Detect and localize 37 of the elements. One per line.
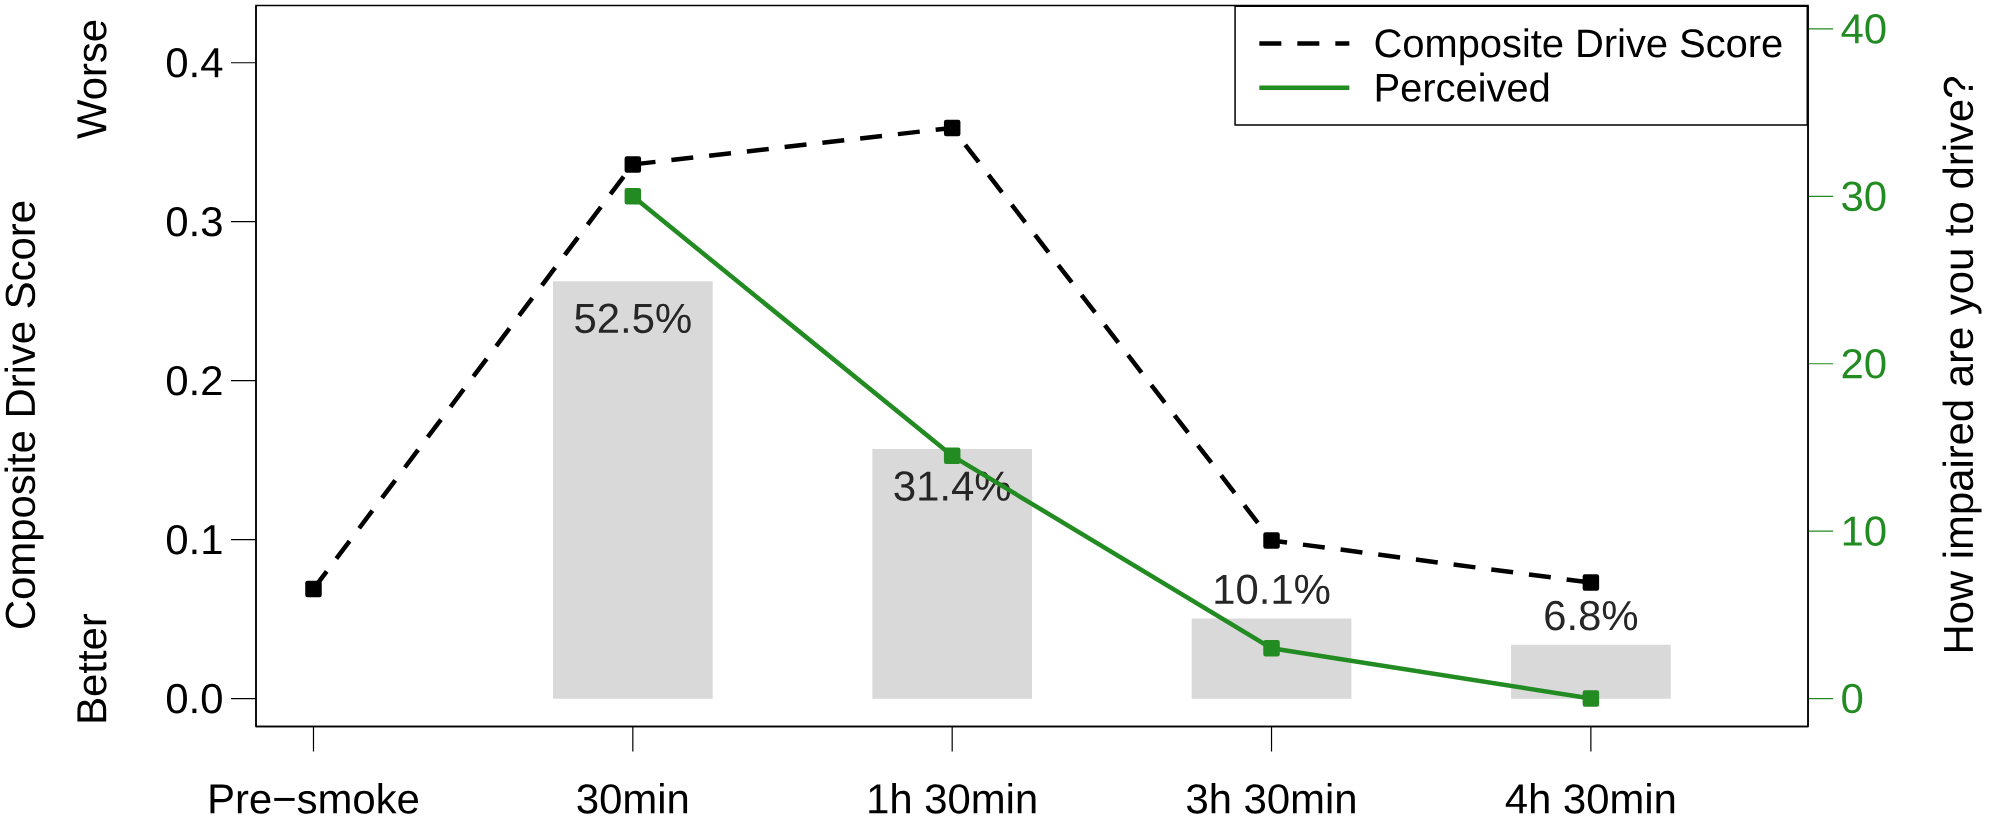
point: [1582, 574, 1600, 591]
bar: [1191, 618, 1352, 699]
point: [943, 119, 961, 137]
legend-label: Composite Drive Score: [1375, 28, 1782, 66]
point: [943, 447, 961, 465]
point: [305, 580, 322, 598]
bar: [1511, 644, 1671, 699]
bar: [872, 449, 1033, 699]
text: Better: [77, 613, 107, 722]
x-tick-label: 30min: [577, 783, 688, 814]
text: Worse: [77, 20, 107, 139]
y2-tick-label: 10: [1843, 516, 1886, 546]
x-tick-label: 1h 30min: [869, 783, 1036, 814]
y-tick-label: 0.0: [166, 683, 222, 714]
y2-tick-label: 0: [1842, 683, 1863, 714]
y-tick-label: 0.2: [166, 365, 222, 396]
legend-label: Perceived: [1376, 72, 1549, 102]
x-tick-label: Pre−smoke: [210, 783, 418, 814]
x-tick-label: 4h 30min: [1505, 783, 1675, 814]
y-tick-label: 0.4: [166, 47, 223, 78]
y2-tick-label: 20: [1842, 348, 1886, 379]
y-tick-label: 0.3: [166, 206, 222, 237]
point: [624, 188, 642, 205]
point: [624, 156, 642, 173]
bar: [553, 281, 713, 699]
y-axis-title: Composite Drive Score: [4, 201, 44, 628]
data-label: 52.5%: [575, 303, 691, 334]
y2-tick-label: 30: [1842, 181, 1886, 212]
y-tick-label: 0.1: [166, 524, 222, 555]
point: [1263, 640, 1280, 657]
point: [1582, 690, 1600, 707]
data-label: 10.1%: [1215, 574, 1330, 605]
point: [1263, 532, 1280, 549]
y2-tick-label: 40: [1841, 14, 1886, 44]
data-label: 6.8%: [1545, 600, 1638, 631]
y2-axis-title: How impaired are you to drive?: [1942, 77, 1982, 652]
x-tick-label: 3h 30min: [1187, 783, 1355, 814]
